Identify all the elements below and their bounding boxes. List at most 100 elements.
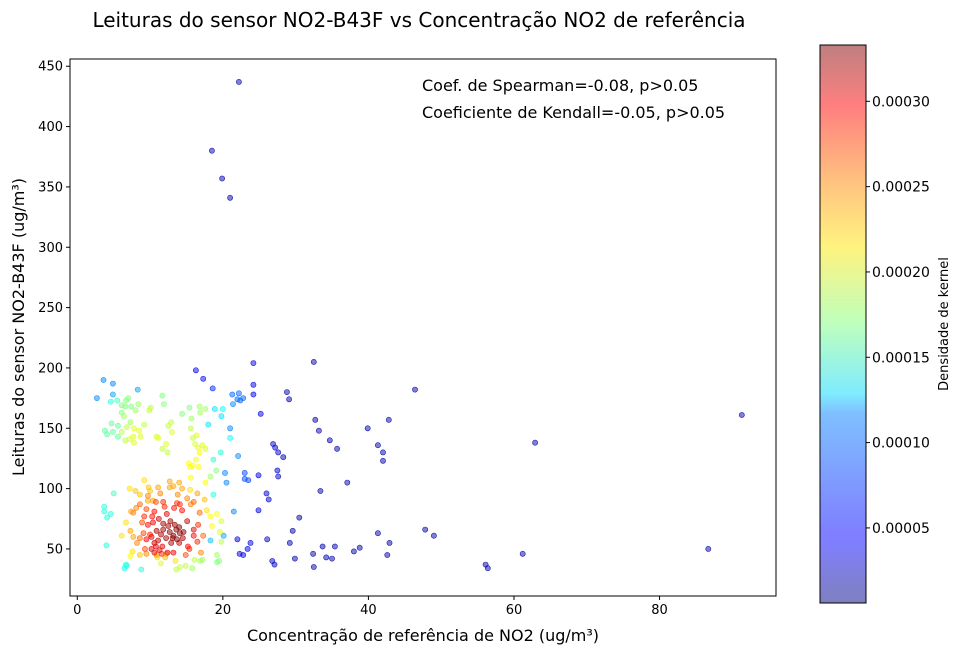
scatter-point (312, 416, 319, 423)
scatter-point (170, 483, 177, 490)
scatter-point (222, 469, 228, 476)
scatter-point (203, 507, 210, 514)
scatter-point (160, 401, 167, 407)
scatter-point (197, 409, 204, 416)
scatter-point (121, 413, 127, 420)
scatter-point (157, 490, 164, 497)
scatter-point (123, 424, 130, 430)
scatter-point (171, 504, 177, 511)
scatter-point (286, 540, 293, 546)
scatter-point (122, 403, 129, 410)
scatter-point (190, 526, 197, 533)
scatter-point (245, 477, 252, 484)
scatter-point (176, 524, 183, 531)
scatter-point (135, 401, 142, 407)
colorbar: 0.00005 0.00010 0.00015 0.00020 0.00025 0.000… (819, 44, 952, 604)
scatter-point (187, 486, 193, 493)
scatter-point (141, 477, 148, 484)
scatter-point (150, 519, 156, 526)
scatter-point (356, 544, 363, 551)
scatter-point (100, 377, 107, 383)
scatter-point (163, 511, 170, 517)
scatter-point (164, 449, 171, 456)
x-tick-label: 80 (651, 603, 668, 618)
scatter-point (186, 404, 193, 411)
scatter-point (386, 540, 393, 546)
scatter-point (159, 392, 166, 399)
scatter-point (289, 527, 296, 534)
scatter-point (189, 565, 196, 572)
scatter-point (182, 552, 189, 558)
y-tick-label: 200 (38, 361, 63, 376)
scatter-point (182, 562, 189, 569)
scatter-point (133, 504, 140, 511)
scatter-point (174, 536, 180, 543)
scatter-point (364, 425, 371, 432)
scatter-point (190, 462, 196, 469)
scatter-point (374, 530, 381, 537)
scatter-point (213, 467, 220, 474)
scatter-point (171, 521, 178, 528)
scatter-point (134, 386, 141, 393)
scatter-point (195, 521, 201, 528)
y-axis-label: Leituras do sensor NO2-B43F (ug/m³) (9, 178, 28, 476)
scatter-point (205, 421, 212, 428)
scatter-point (200, 532, 207, 539)
scatter-point (127, 419, 134, 426)
scatter-point (334, 445, 340, 452)
scatter-point (149, 513, 156, 520)
scatter-point (161, 503, 168, 510)
scatter-point (229, 391, 236, 398)
scatter-point (101, 508, 108, 515)
scatter-point (165, 523, 172, 529)
scatter-point (140, 530, 147, 537)
scatter-point (101, 503, 108, 510)
scatter-point (143, 536, 150, 543)
scatter-point (160, 520, 167, 527)
scatter-point (202, 445, 209, 452)
scatter-point (196, 403, 203, 410)
scatter-point (255, 507, 262, 514)
scatter-point (147, 488, 153, 494)
scatter-point (227, 425, 233, 432)
scatter-point (247, 540, 254, 546)
scatter-point (160, 526, 167, 533)
scatter-point (115, 433, 121, 440)
scatter-point (208, 523, 215, 529)
scatter-point (198, 549, 204, 556)
scatter-point (283, 389, 290, 395)
scatter-point (234, 536, 241, 543)
scatter-point (207, 473, 214, 480)
scatter-point (151, 508, 158, 515)
scatter-point (147, 404, 154, 411)
scatter-point (380, 449, 386, 456)
scatter-point (196, 449, 203, 456)
y-tick-label: 350 (38, 180, 63, 195)
scatter-point (152, 498, 159, 505)
scatter-point (196, 509, 203, 516)
scatter-point (137, 433, 144, 440)
x-tick-label: 40 (360, 603, 377, 618)
scatter-point (227, 194, 233, 201)
scatter-point (275, 473, 282, 480)
scatter-point (705, 546, 712, 552)
scatter-point (235, 79, 242, 85)
scatter-point (163, 535, 169, 541)
scatter-point (275, 449, 282, 456)
scatter-point (291, 555, 298, 562)
x-tick-label: 20 (215, 603, 232, 618)
scatter-point (323, 554, 330, 561)
scatter-point (138, 566, 145, 573)
scatter-point (159, 543, 166, 550)
scatter-point (315, 427, 322, 434)
scatter-point (257, 410, 264, 417)
scatter-point (207, 513, 214, 520)
scatter-point (264, 536, 271, 543)
scatter-point (519, 550, 526, 557)
y-axis-ticks: 50 100 150 200 250 300 350 400 450 (38, 60, 70, 557)
scatter-point (326, 437, 333, 444)
scatter-point (148, 546, 155, 552)
scatter-point (216, 558, 223, 564)
x-axis-label: Concentração de referência de NO2 (ug/m³… (247, 626, 599, 645)
